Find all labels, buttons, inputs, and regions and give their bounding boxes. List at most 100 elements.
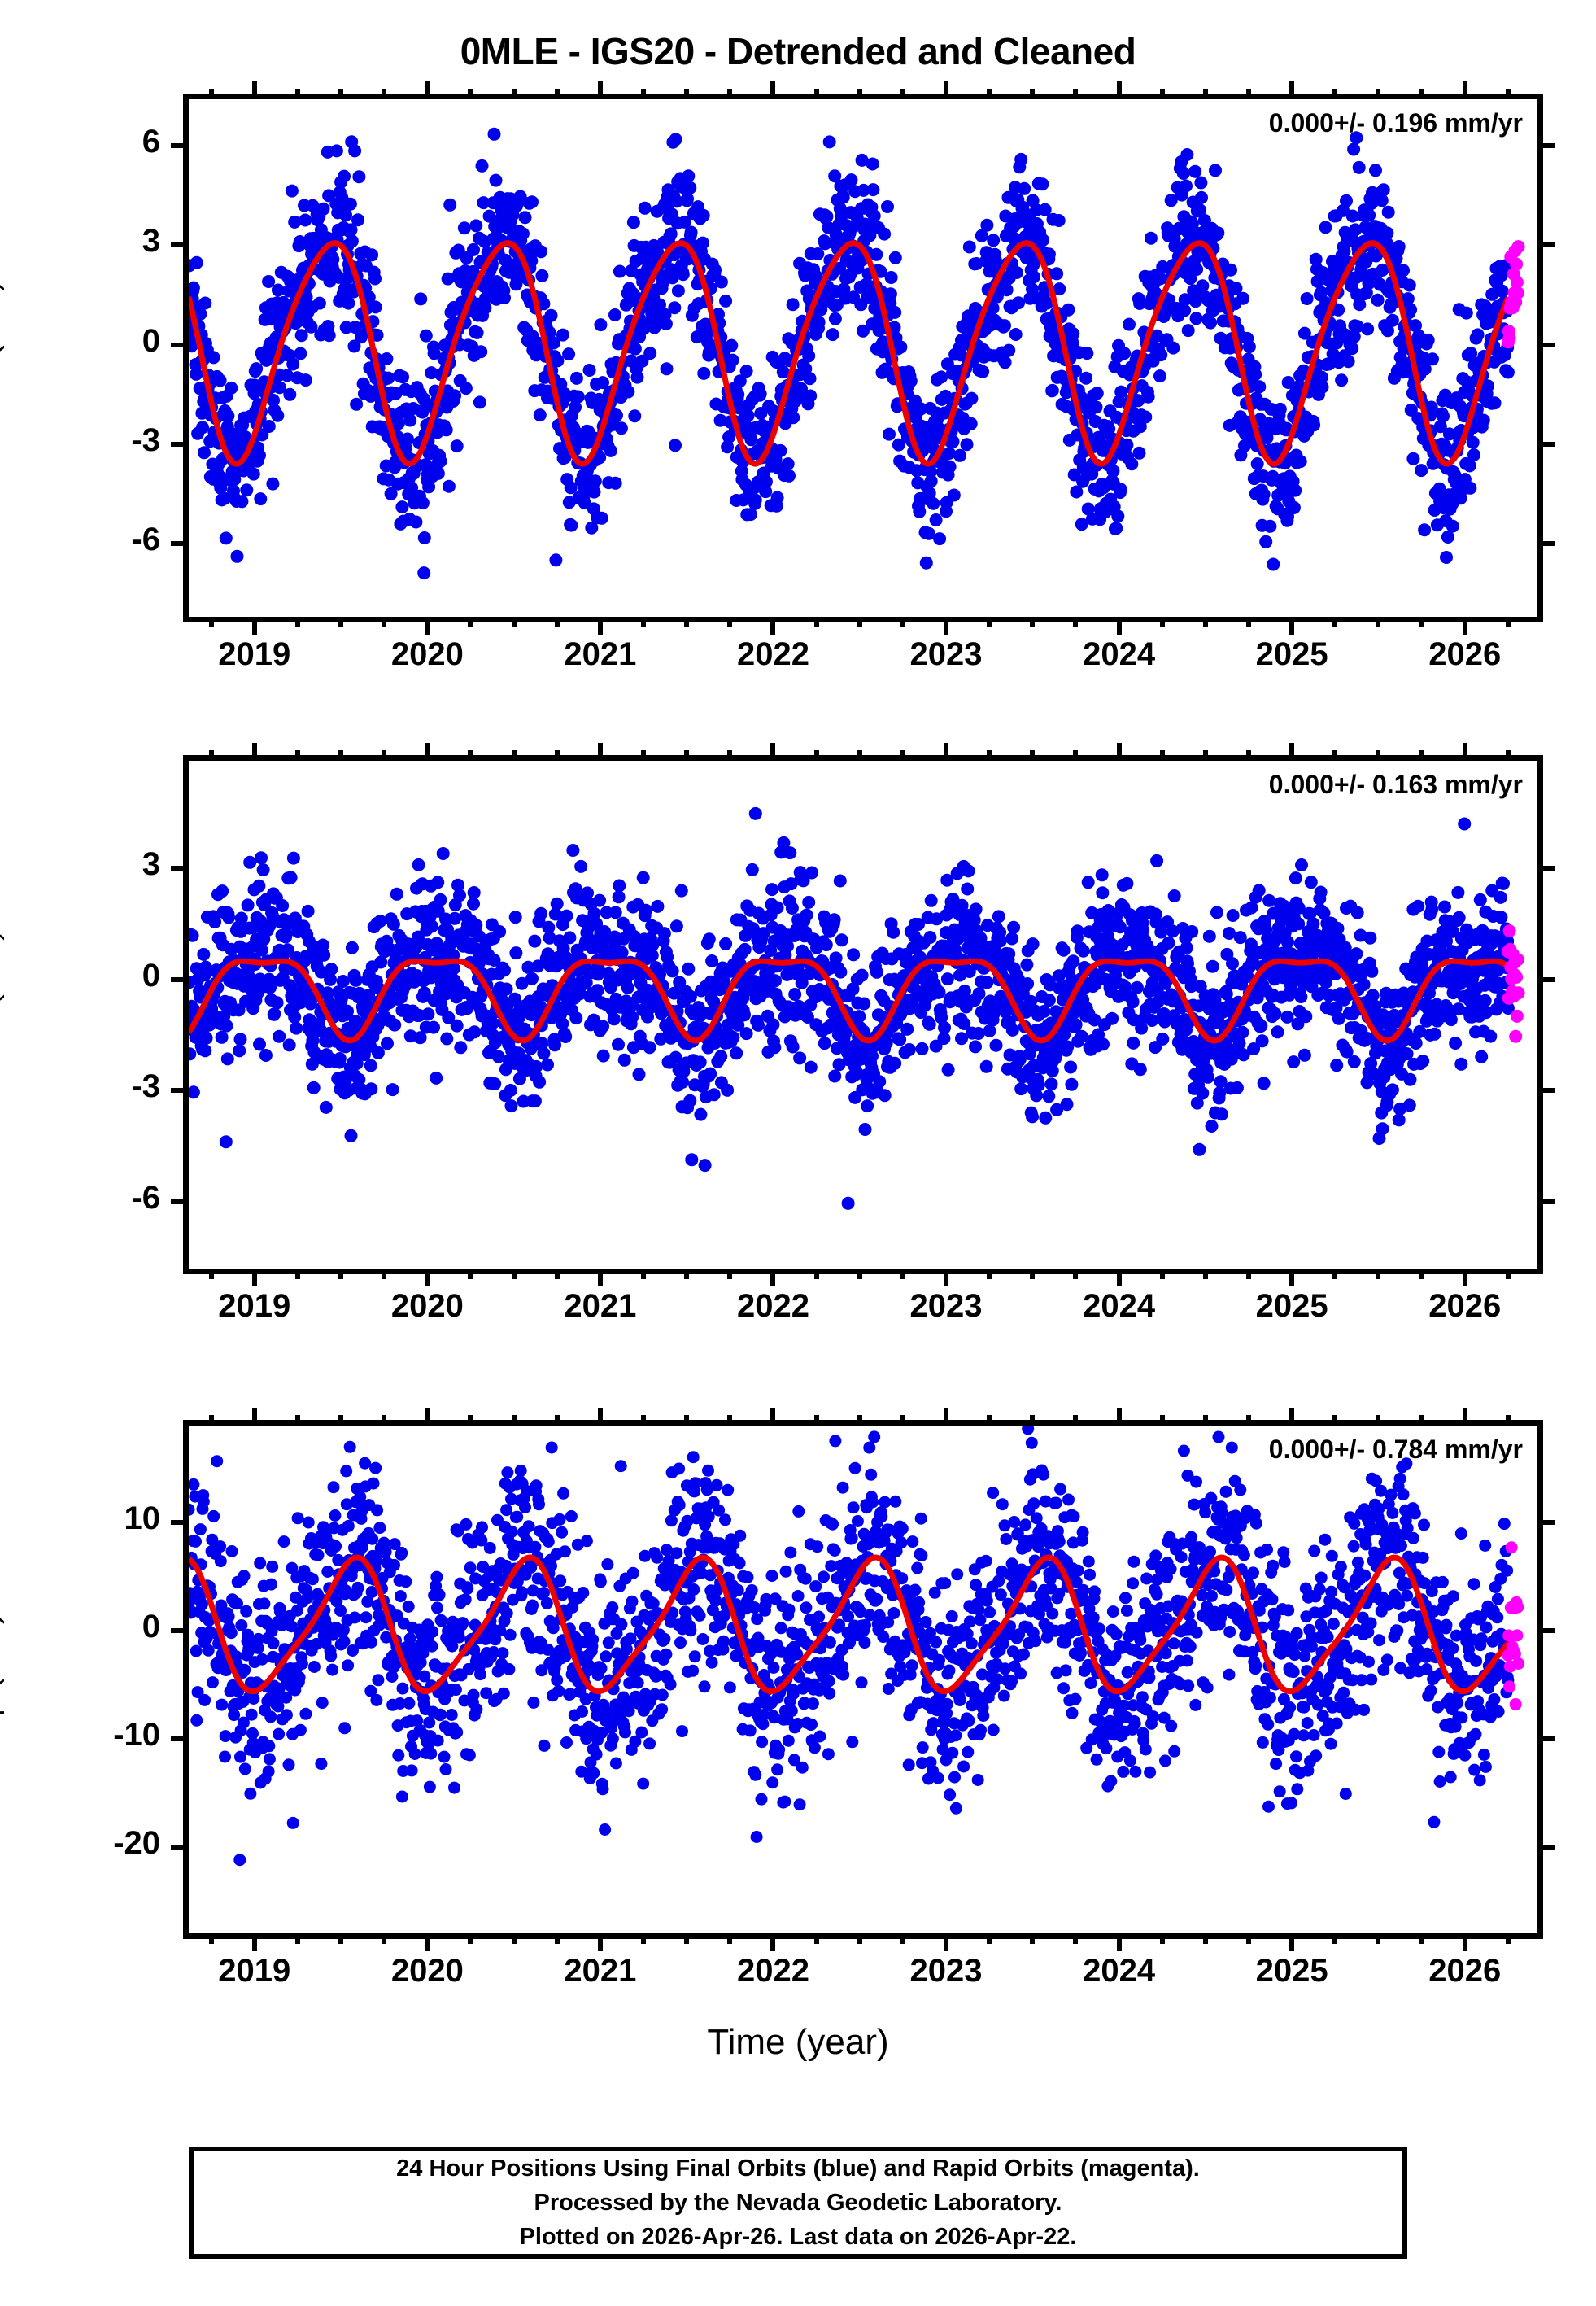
x-major-tick-mark — [944, 617, 949, 635]
x-major-tick-mark — [944, 1933, 949, 1951]
x-major-tick-mark — [1462, 617, 1467, 635]
x-minor-tick-mark — [468, 1269, 473, 1279]
x-minor-tick-mark — [1030, 89, 1036, 99]
x-minor-tick-mark — [900, 1269, 905, 1279]
y-axis-label-north: North (mm) — [0, 929, 5, 1094]
y-tick-label: 0 — [142, 957, 160, 994]
x-minor-tick-mark — [511, 1415, 517, 1426]
x-minor-tick-mark — [1332, 750, 1338, 761]
x-minor-tick-mark — [338, 1933, 344, 1944]
x-minor-tick-mark — [900, 1415, 905, 1426]
x-minor-tick-mark — [987, 1269, 992, 1279]
x-major-tick-mark — [770, 617, 776, 635]
x-minor-tick-mark — [727, 750, 733, 761]
x-major-tick-mark — [944, 1408, 949, 1426]
x-minor-tick-mark — [1505, 1933, 1511, 1944]
x-minor-tick-mark — [208, 1415, 214, 1426]
x-tick-label: 2023 — [909, 1953, 983, 1989]
x-minor-tick-mark — [641, 750, 647, 761]
y-tick-mark — [1537, 1520, 1555, 1526]
x-major-tick-mark — [251, 1408, 257, 1426]
x-major-tick-mark — [597, 743, 603, 761]
x-minor-tick-mark — [1505, 617, 1511, 627]
x-tick-label: 2024 — [1083, 636, 1156, 672]
x-tick-label: 2021 — [564, 1288, 637, 1324]
x-minor-tick-mark — [641, 89, 647, 99]
x-minor-tick-mark — [1505, 750, 1511, 761]
x-major-tick-mark — [597, 81, 603, 99]
y-tick-mark — [1537, 442, 1555, 447]
rate-annotation-east: 0.000+/- 0.196 mm/yr — [1268, 108, 1523, 138]
x-major-tick-mark — [1289, 617, 1295, 635]
x-major-tick-mark — [1462, 743, 1467, 761]
x-minor-tick-mark — [1159, 89, 1165, 99]
final-orbit-points-north — [189, 806, 1515, 1210]
x-minor-tick-mark — [294, 750, 300, 761]
y-tick-label: -6 — [131, 1180, 160, 1216]
x-minor-tick-mark — [641, 1933, 647, 1944]
x-minor-tick-mark — [511, 617, 517, 627]
x-minor-tick-mark — [1159, 1933, 1165, 1944]
x-minor-tick-mark — [1376, 89, 1381, 99]
y-tick-mark — [171, 976, 189, 982]
x-tick-label: 2019 — [218, 636, 291, 672]
x-minor-tick-mark — [1073, 617, 1079, 627]
x-major-tick-mark — [425, 743, 430, 761]
x-major-tick-mark — [1116, 81, 1122, 99]
x-major-tick-mark — [597, 617, 603, 635]
x-minor-tick-mark — [1030, 750, 1036, 761]
x-minor-tick-mark — [468, 617, 473, 627]
x-minor-tick-mark — [554, 1269, 560, 1279]
x-minor-tick-mark — [641, 617, 647, 627]
x-minor-tick-mark — [1202, 1269, 1208, 1279]
x-minor-tick-mark — [684, 617, 690, 627]
y-tick-label: -10 — [113, 1717, 160, 1754]
x-minor-tick-mark — [857, 617, 862, 627]
x-minor-tick-mark — [1505, 1415, 1511, 1426]
x-minor-tick-mark — [641, 1415, 647, 1426]
y-tick-mark — [171, 442, 189, 447]
y-tick-label: -3 — [131, 1068, 160, 1105]
x-minor-tick-mark — [684, 1933, 690, 1944]
y-tick-mark — [171, 342, 189, 347]
x-minor-tick-mark — [1246, 89, 1252, 99]
x-tick-label: 2021 — [564, 636, 637, 672]
x-tick-label: 2023 — [909, 1288, 983, 1324]
y-tick-label: 0 — [142, 1609, 160, 1645]
x-minor-tick-mark — [382, 89, 387, 99]
x-minor-tick-mark — [1419, 1933, 1424, 1944]
x-major-tick-mark — [1116, 1408, 1122, 1426]
x-minor-tick-mark — [1030, 1933, 1036, 1944]
x-minor-tick-mark — [1073, 1933, 1079, 1944]
x-minor-tick-mark — [813, 1933, 819, 1944]
x-major-tick-mark — [597, 1408, 603, 1426]
x-minor-tick-mark — [684, 1415, 690, 1426]
x-major-tick-mark — [251, 1269, 257, 1286]
x-tick-label: 2026 — [1428, 1288, 1502, 1324]
y-tick-mark — [171, 1520, 189, 1526]
y-tick-mark — [1537, 541, 1555, 547]
x-major-tick-mark — [770, 1269, 776, 1286]
y-tick-mark — [1537, 1199, 1555, 1204]
y-tick-label: -3 — [131, 422, 160, 458]
data-series-north — [189, 806, 1525, 1210]
y-tick-mark — [1537, 342, 1555, 347]
y-tick-mark — [1537, 976, 1555, 982]
rate-annotation-north: 0.000+/- 0.163 mm/yr — [1268, 770, 1523, 799]
x-minor-tick-mark — [727, 1933, 733, 1944]
x-minor-tick-mark — [468, 750, 473, 761]
x-minor-tick-mark — [1376, 1269, 1381, 1279]
rapid-orbit-points-north — [1501, 924, 1525, 1043]
x-minor-tick-mark — [987, 1933, 992, 1944]
x-minor-tick-mark — [857, 1933, 862, 1944]
y-tick-mark — [1537, 1088, 1555, 1094]
plot-frame-up — [183, 1420, 1543, 1939]
x-major-tick-mark — [1462, 81, 1467, 99]
x-major-tick-mark — [1116, 743, 1122, 761]
x-minor-tick-mark — [1419, 1415, 1424, 1426]
plot-frame-east — [183, 94, 1543, 622]
x-tick-label: 2025 — [1255, 1953, 1328, 1989]
x-minor-tick-mark — [1505, 89, 1511, 99]
x-major-tick-mark — [1289, 1933, 1295, 1951]
y-tick-mark — [171, 1844, 189, 1850]
